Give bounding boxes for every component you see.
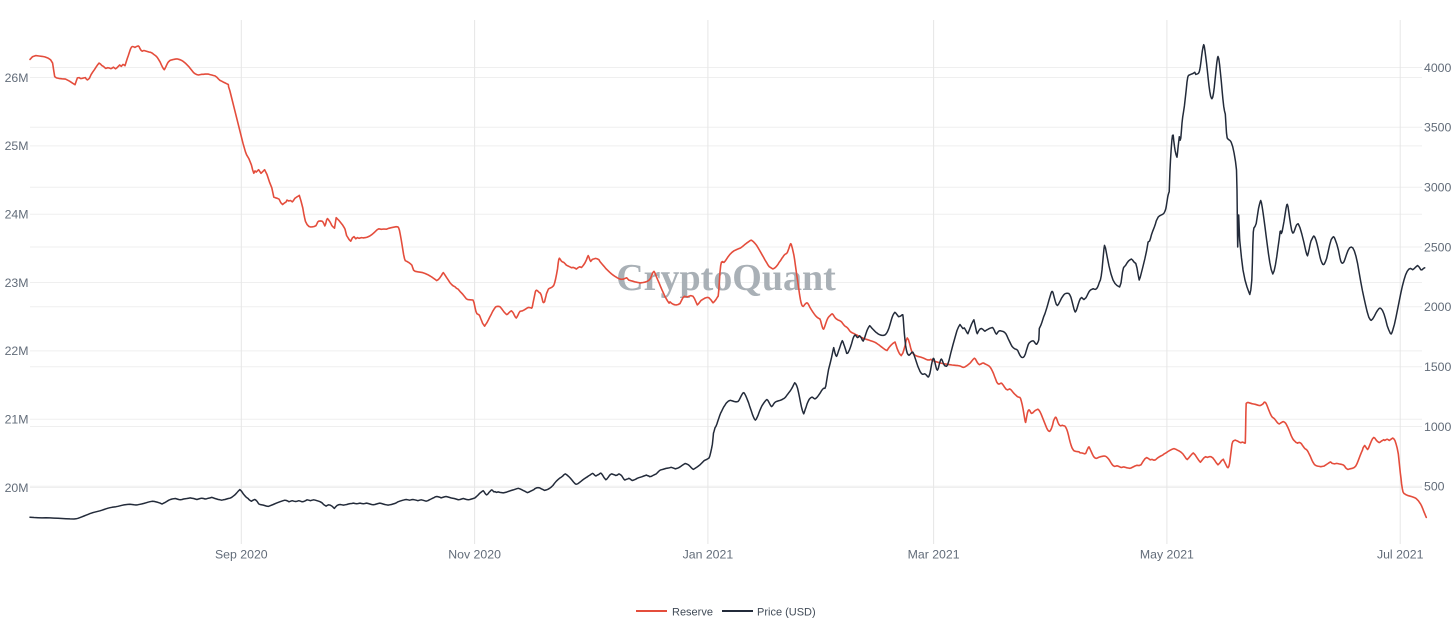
- svg-text:21M: 21M: [5, 413, 29, 427]
- svg-text:20M: 20M: [5, 481, 29, 495]
- svg-text:23M: 23M: [5, 276, 29, 290]
- svg-text:Price (USD): Price (USD): [757, 606, 816, 618]
- svg-text:Jul 2021: Jul 2021: [1377, 548, 1424, 562]
- svg-text:CryptoQuant: CryptoQuant: [616, 257, 836, 299]
- svg-text:Jan 2021: Jan 2021: [683, 548, 734, 562]
- svg-text:2000: 2000: [1424, 300, 1452, 314]
- svg-text:24M: 24M: [5, 208, 29, 222]
- svg-text:May 2021: May 2021: [1140, 548, 1194, 562]
- svg-text:1500: 1500: [1424, 360, 1452, 374]
- svg-text:22M: 22M: [5, 344, 29, 358]
- svg-text:Reserve: Reserve: [672, 606, 713, 618]
- svg-text:2500: 2500: [1424, 240, 1452, 254]
- svg-text:25M: 25M: [5, 139, 29, 153]
- svg-text:Sep 2020: Sep 2020: [215, 548, 268, 562]
- svg-text:Mar 2021: Mar 2021: [908, 548, 960, 562]
- svg-text:26M: 26M: [5, 71, 29, 85]
- svg-text:3500: 3500: [1424, 121, 1452, 135]
- svg-text:3000: 3000: [1424, 181, 1452, 195]
- svg-text:1000: 1000: [1424, 420, 1452, 434]
- svg-text:4000: 4000: [1424, 61, 1452, 75]
- svg-text:500: 500: [1424, 480, 1445, 494]
- svg-text:Nov 2020: Nov 2020: [448, 548, 501, 562]
